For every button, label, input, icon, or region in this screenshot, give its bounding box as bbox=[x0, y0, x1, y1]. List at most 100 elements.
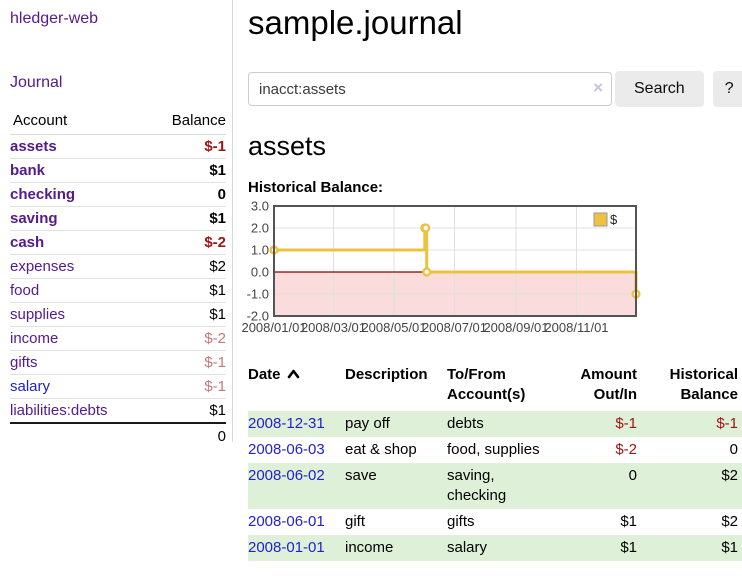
account-link-cash[interactable]: cash bbox=[10, 234, 45, 251]
sidebar: hledger-web Journal Account Balance asse… bbox=[0, 0, 233, 448]
main-content: sample.journal × Search ? assets Histori… bbox=[233, 0, 742, 561]
transaction-description: gift bbox=[345, 513, 366, 530]
transaction-description: eat & shop bbox=[345, 441, 417, 458]
svg-text:2008/05/01: 2008/05/01 bbox=[361, 320, 426, 335]
svg-text:2008/03/01: 2008/03/01 bbox=[301, 320, 366, 335]
register-header-to-from-account-s-: To/From Account(s) bbox=[447, 366, 526, 403]
accounts-total-value: 0 bbox=[146, 422, 226, 448]
register-row: 2008-06-01 gift gifts $1 $2 bbox=[248, 509, 742, 535]
page-title: sample.journal bbox=[248, 4, 463, 41]
transaction-balance: $-1 bbox=[716, 415, 738, 432]
register-header-description: Description bbox=[345, 366, 428, 383]
transaction-balance: 0 bbox=[729, 441, 738, 458]
transaction-balance: $1 bbox=[721, 539, 738, 556]
account-row: cash $-2 bbox=[10, 230, 226, 255]
svg-text:2008/11/01: 2008/11/01 bbox=[544, 320, 608, 335]
account-balance: $1 bbox=[146, 278, 226, 303]
register-row: 2008-06-02 save saving, checking 0 $2 bbox=[248, 463, 742, 509]
transaction-balance: $2 bbox=[721, 513, 738, 530]
transaction-accounts: saving, checking bbox=[447, 467, 507, 504]
transaction-date-link[interactable]: 2008-06-03 bbox=[248, 441, 325, 458]
register-header-amount-out-in: Amount Out/In bbox=[580, 366, 637, 403]
account-row: income $-2 bbox=[10, 326, 226, 351]
account-link-saving[interactable]: saving bbox=[10, 210, 58, 227]
app-layout: hledger-web Journal Account Balance asse… bbox=[0, 0, 742, 561]
account-balance: $-1 bbox=[146, 374, 226, 399]
transaction-amount: $-2 bbox=[615, 441, 637, 458]
account-balance: $-2 bbox=[146, 326, 226, 351]
account-row: gifts $-1 bbox=[10, 350, 226, 375]
register-row: 2008-12-31 pay off debts $-1 $-1 bbox=[248, 411, 742, 437]
account-link-supplies[interactable]: supplies bbox=[10, 306, 66, 323]
transaction-amount: $1 bbox=[620, 513, 637, 530]
account-link-checking[interactable]: checking bbox=[10, 186, 76, 203]
account-balance: $-1 bbox=[146, 134, 226, 159]
search-input[interactable] bbox=[248, 72, 612, 106]
account-heading: assets bbox=[248, 131, 327, 161]
transaction-accounts: salary bbox=[447, 539, 488, 556]
account-row: food $1 bbox=[10, 278, 226, 303]
chart-canvas: $3.0 2.0 1.0 0.0 -1.0 -2.02008/01/012008/03/0… bbox=[241, 199, 641, 335]
svg-text:-2.0: -2.0 bbox=[247, 309, 269, 324]
balance-column-header: Balance bbox=[146, 108, 226, 135]
account-link-income[interactable]: income bbox=[10, 330, 59, 347]
transaction-date-link[interactable]: 2008-01-01 bbox=[248, 539, 325, 556]
svg-text:-1.0: -1.0 bbox=[247, 287, 269, 302]
chart-title: Historical Balance: bbox=[248, 179, 384, 196]
transaction-date-link[interactable]: 2008-12-31 bbox=[248, 415, 325, 432]
transaction-date-link[interactable]: 2008-06-01 bbox=[248, 513, 325, 530]
search-form: × Search ? bbox=[248, 71, 742, 107]
historical-balance-chart: $3.0 2.0 1.0 0.0 -1.0 -2.0 2008/01/01 2008/03/0… bbox=[241, 199, 742, 343]
account-balance: $1 bbox=[146, 302, 226, 327]
transaction-amount: 0 bbox=[628, 467, 637, 484]
account-link-assets[interactable]: assets bbox=[10, 138, 57, 155]
account-column-header: Account bbox=[10, 108, 147, 135]
account-row: salary $-1 bbox=[10, 374, 226, 399]
svg-text:2008/07/01: 2008/07/01 bbox=[422, 320, 487, 335]
transaction-amount: $-1 bbox=[615, 415, 637, 432]
register-header-date[interactable]: Date bbox=[248, 363, 345, 411]
svg-text:3.0: 3.0 bbox=[251, 201, 269, 214]
sidebar-item-journal[interactable]: Journal bbox=[10, 74, 63, 91]
register-row: 2008-01-01 income salary $1 $1 bbox=[248, 535, 742, 561]
svg-text:2008/01/01: 2008/01/01 bbox=[242, 320, 307, 335]
clear-search-icon[interactable]: × bbox=[593, 78, 603, 97]
account-link-gifts[interactable]: gifts bbox=[10, 354, 38, 371]
account-balance: $2 bbox=[146, 254, 226, 279]
account-link-food[interactable]: food bbox=[10, 282, 40, 299]
account-balance-table: Account Balance assets $-1 bank $1 checking 0… bbox=[10, 108, 226, 448]
svg-text:0.0: 0.0 bbox=[251, 265, 269, 280]
transaction-accounts: debts bbox=[447, 415, 484, 432]
account-row: bank $1 bbox=[10, 158, 226, 183]
sort-ascending-icon bbox=[287, 369, 299, 379]
transaction-description: income bbox=[345, 539, 394, 556]
transaction-accounts: food, supplies bbox=[447, 441, 540, 458]
account-row: checking 0 bbox=[10, 182, 226, 207]
svg-text:2.0: 2.0 bbox=[251, 221, 269, 236]
account-link-salary[interactable]: salary bbox=[10, 378, 51, 395]
register-row: 2008-06-03 eat & shop food, supplies $-2 0 bbox=[248, 437, 742, 463]
svg-text:$: $ bbox=[610, 212, 618, 227]
app-brand-link[interactable]: hledger-web bbox=[10, 10, 99, 27]
svg-text:2008/09/01: 2008/09/01 bbox=[483, 320, 548, 335]
account-row: expenses $2 bbox=[10, 254, 226, 279]
account-link-bank[interactable]: bank bbox=[10, 162, 46, 179]
account-balance: $1 bbox=[146, 206, 226, 231]
account-balance: 0 bbox=[146, 182, 226, 207]
account-row: saving $1 bbox=[10, 206, 226, 231]
account-row: assets $-1 bbox=[10, 134, 226, 159]
account-balance: $1 bbox=[146, 158, 226, 183]
register-header-historical-balance: Historical Balance bbox=[669, 366, 738, 403]
transaction-accounts: gifts bbox=[447, 513, 475, 530]
accounts-total-row: 0 bbox=[10, 422, 226, 448]
search-button[interactable]: Search bbox=[615, 71, 704, 107]
transaction-balance: $2 bbox=[721, 467, 738, 484]
account-balance: $-1 bbox=[146, 350, 226, 375]
transaction-description: save bbox=[345, 467, 377, 484]
help-button[interactable]: ? bbox=[712, 71, 742, 107]
account-link-expenses[interactable]: expenses bbox=[10, 258, 75, 275]
transaction-date-link[interactable]: 2008-06-02 bbox=[248, 467, 325, 484]
transaction-amount: $1 bbox=[620, 539, 637, 556]
account-link-liabilities-debts[interactable]: liabilities:debts bbox=[10, 402, 108, 419]
register-table: Date Description To/From Account(s) Amount … bbox=[248, 363, 742, 561]
